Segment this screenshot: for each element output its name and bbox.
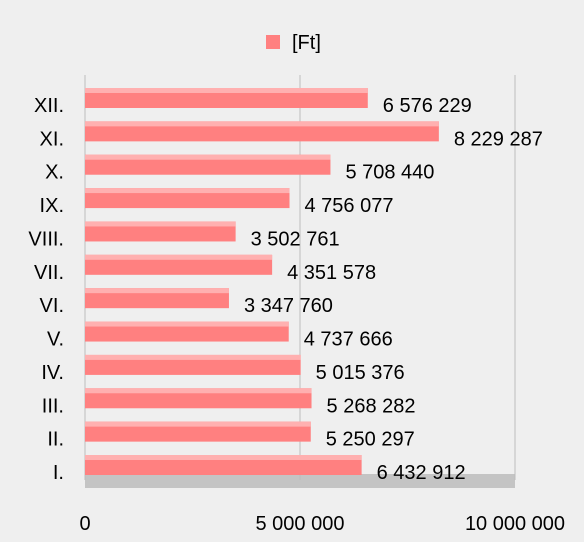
bar-highlight bbox=[85, 88, 368, 93]
value-label: 4 756 077 bbox=[305, 195, 394, 217]
y-tick-label: IV. bbox=[41, 362, 64, 384]
value-label: 6 576 229 bbox=[383, 95, 472, 117]
y-tick-label: VI. bbox=[40, 295, 64, 317]
bar-highlight bbox=[85, 455, 362, 460]
value-label: 5 708 440 bbox=[345, 162, 434, 184]
bar-highlight bbox=[85, 388, 312, 394]
bar-highlight bbox=[85, 254, 273, 260]
bar-highlight bbox=[85, 121, 439, 127]
y-tick-label: XII. bbox=[34, 95, 64, 117]
bar-highlight bbox=[85, 421, 311, 427]
value-label: 5 250 297 bbox=[326, 429, 415, 451]
bar-highlight bbox=[85, 288, 229, 294]
y-tick-label: III. bbox=[42, 395, 64, 417]
y-tick-label: I. bbox=[53, 462, 64, 484]
x-tick-label: 0 bbox=[79, 513, 90, 535]
y-tick-label: V. bbox=[47, 329, 64, 351]
legend-swatch bbox=[266, 35, 280, 49]
value-label: 3 347 760 bbox=[244, 295, 333, 317]
value-label: 5 268 282 bbox=[327, 395, 416, 417]
value-label: 4 351 578 bbox=[287, 262, 376, 284]
value-label: 3 502 761 bbox=[251, 228, 340, 250]
value-label: 6 432 912 bbox=[377, 462, 466, 484]
x-tick-label: 5 000 000 bbox=[256, 513, 345, 535]
y-tick-label: IX. bbox=[40, 195, 64, 217]
bar-highlight bbox=[85, 188, 290, 194]
value-label: 5 015 376 bbox=[316, 362, 405, 384]
bar-highlight bbox=[85, 154, 331, 160]
value-label: 8 229 287 bbox=[454, 128, 543, 150]
y-tick-label: VIII. bbox=[28, 228, 64, 250]
x-tick-label: 10 000 000 bbox=[465, 513, 565, 535]
y-tick-label: VII. bbox=[34, 262, 64, 284]
floor bbox=[85, 474, 515, 488]
y-tick-label: X. bbox=[45, 162, 64, 184]
bar-highlight bbox=[85, 354, 301, 360]
value-label: 4 737 666 bbox=[304, 329, 393, 351]
y-tick-label: II. bbox=[47, 429, 64, 451]
y-tick-label: XI. bbox=[40, 128, 64, 150]
legend-label: [Ft] bbox=[292, 32, 321, 54]
bar-highlight bbox=[85, 221, 236, 227]
bar-highlight bbox=[85, 321, 289, 327]
